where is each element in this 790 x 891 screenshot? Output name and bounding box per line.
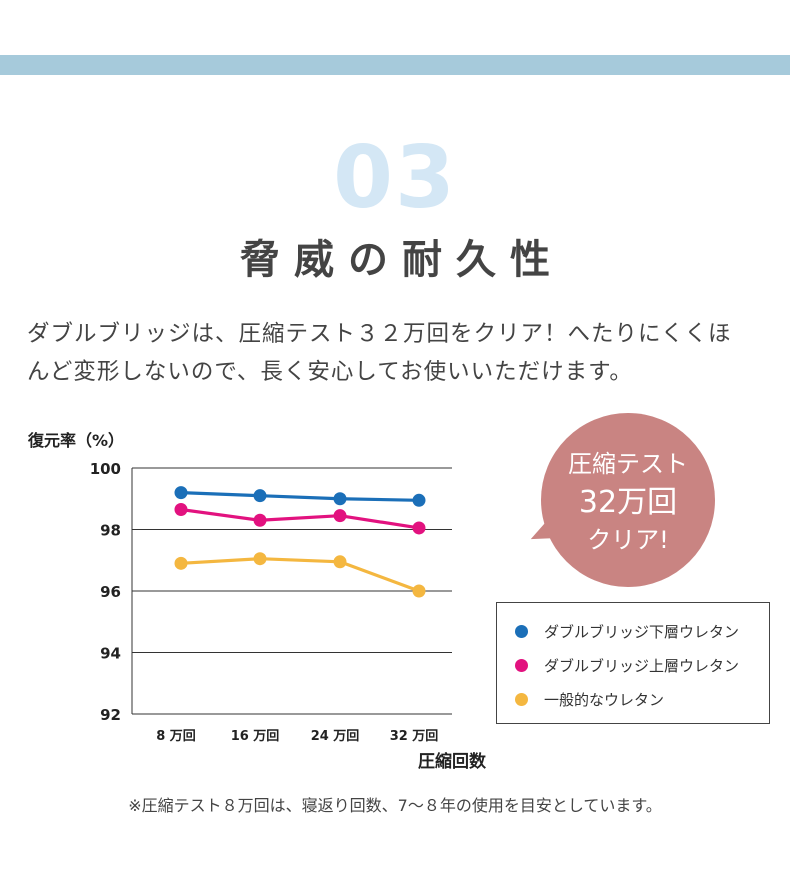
x-tick-label: 32 万回	[390, 729, 439, 744]
legend-dot-yellow	[515, 692, 528, 706]
data-point-2-0	[174, 556, 188, 570]
x-tick-label: 8 万回	[156, 729, 196, 744]
data-point-0-2	[333, 492, 347, 506]
section-number: 03	[333, 128, 457, 228]
y-tick-label: 98	[100, 522, 121, 540]
section-title: 脅威の耐久性	[240, 237, 564, 283]
top-band	[0, 55, 790, 75]
intro-text: ダブルブリッジは、圧縮テスト３２万回をクリア！へたりにくくほ んど変形しないので…	[27, 315, 777, 391]
legend-dot-blue	[515, 624, 528, 638]
data-point-2-3	[412, 584, 426, 598]
intro-line-2: んど変形しないので、長く安心してお使いいただけます。	[27, 359, 633, 385]
y-tick-label: 100	[90, 460, 121, 478]
y-axis-label: 復元率（%）	[27, 431, 124, 450]
data-point-1-0	[174, 503, 188, 517]
data-point-0-1	[253, 489, 267, 503]
series-line-0	[180, 491, 420, 502]
footnote: ※圧縮テスト８万回は、寝返り回数、7～８年の使用を目安としています。	[128, 796, 662, 815]
badge-line-1: 圧縮テスト	[568, 450, 688, 478]
x-tick-labels: 8 万回 16 万回 24 万回 32 万回	[156, 729, 438, 744]
data-point-0-3	[412, 493, 426, 507]
series-line-2	[180, 557, 420, 593]
badge-line-3: クリア!	[587, 526, 669, 554]
legend-dot-magenta	[515, 658, 528, 672]
result-badge: 圧縮テスト 32万回 クリア!	[541, 413, 715, 587]
intro-line-1: ダブルブリッジは、圧縮テスト３２万回をクリア！へたりにくくほ	[27, 321, 732, 347]
data-point-1-3	[412, 521, 426, 535]
x-axis-label: 圧縮回数	[418, 751, 487, 770]
chart-legend: ダブルブリッジ下層ウレタン ダブルブリッジ上層ウレタン 一般的なウレタン	[496, 602, 770, 724]
grid-lines	[131, 467, 452, 715]
data-point-2-2	[333, 555, 347, 569]
series-group	[174, 486, 426, 598]
x-tick-label: 24 万回	[311, 729, 360, 744]
recovery-rate-chart: 復元率（%） 100 98 96 94 92 8 万回 16 万回 24 万回 32 万回 圧…	[27, 431, 487, 770]
legend-label: ダブルブリッジ上層ウレタン	[544, 656, 740, 675]
data-point-2-1	[253, 552, 267, 566]
y-tick-label: 96	[100, 583, 121, 601]
y-tick-label: 92	[100, 706, 121, 724]
legend-item-upper-urethane: ダブルブリッジ上層ウレタン	[515, 653, 739, 677]
badge-line-2: 32万回	[578, 485, 678, 520]
legend-item-general-urethane: 一般的なウレタン	[515, 687, 664, 711]
x-tick-label: 16 万回	[231, 729, 280, 744]
legend-label: ダブルブリッジ下層ウレタン	[544, 622, 740, 641]
legend-label: 一般的なウレタン	[544, 690, 665, 709]
y-tick-labels: 100 98 96 94 92	[90, 460, 121, 724]
series-line-1	[180, 507, 420, 530]
data-point-1-1	[253, 513, 267, 527]
data-point-1-2	[333, 509, 347, 523]
data-point-0-0	[174, 486, 188, 500]
legend-item-lower-urethane: ダブルブリッジ下層ウレタン	[515, 619, 739, 643]
y-tick-label: 94	[100, 645, 121, 663]
